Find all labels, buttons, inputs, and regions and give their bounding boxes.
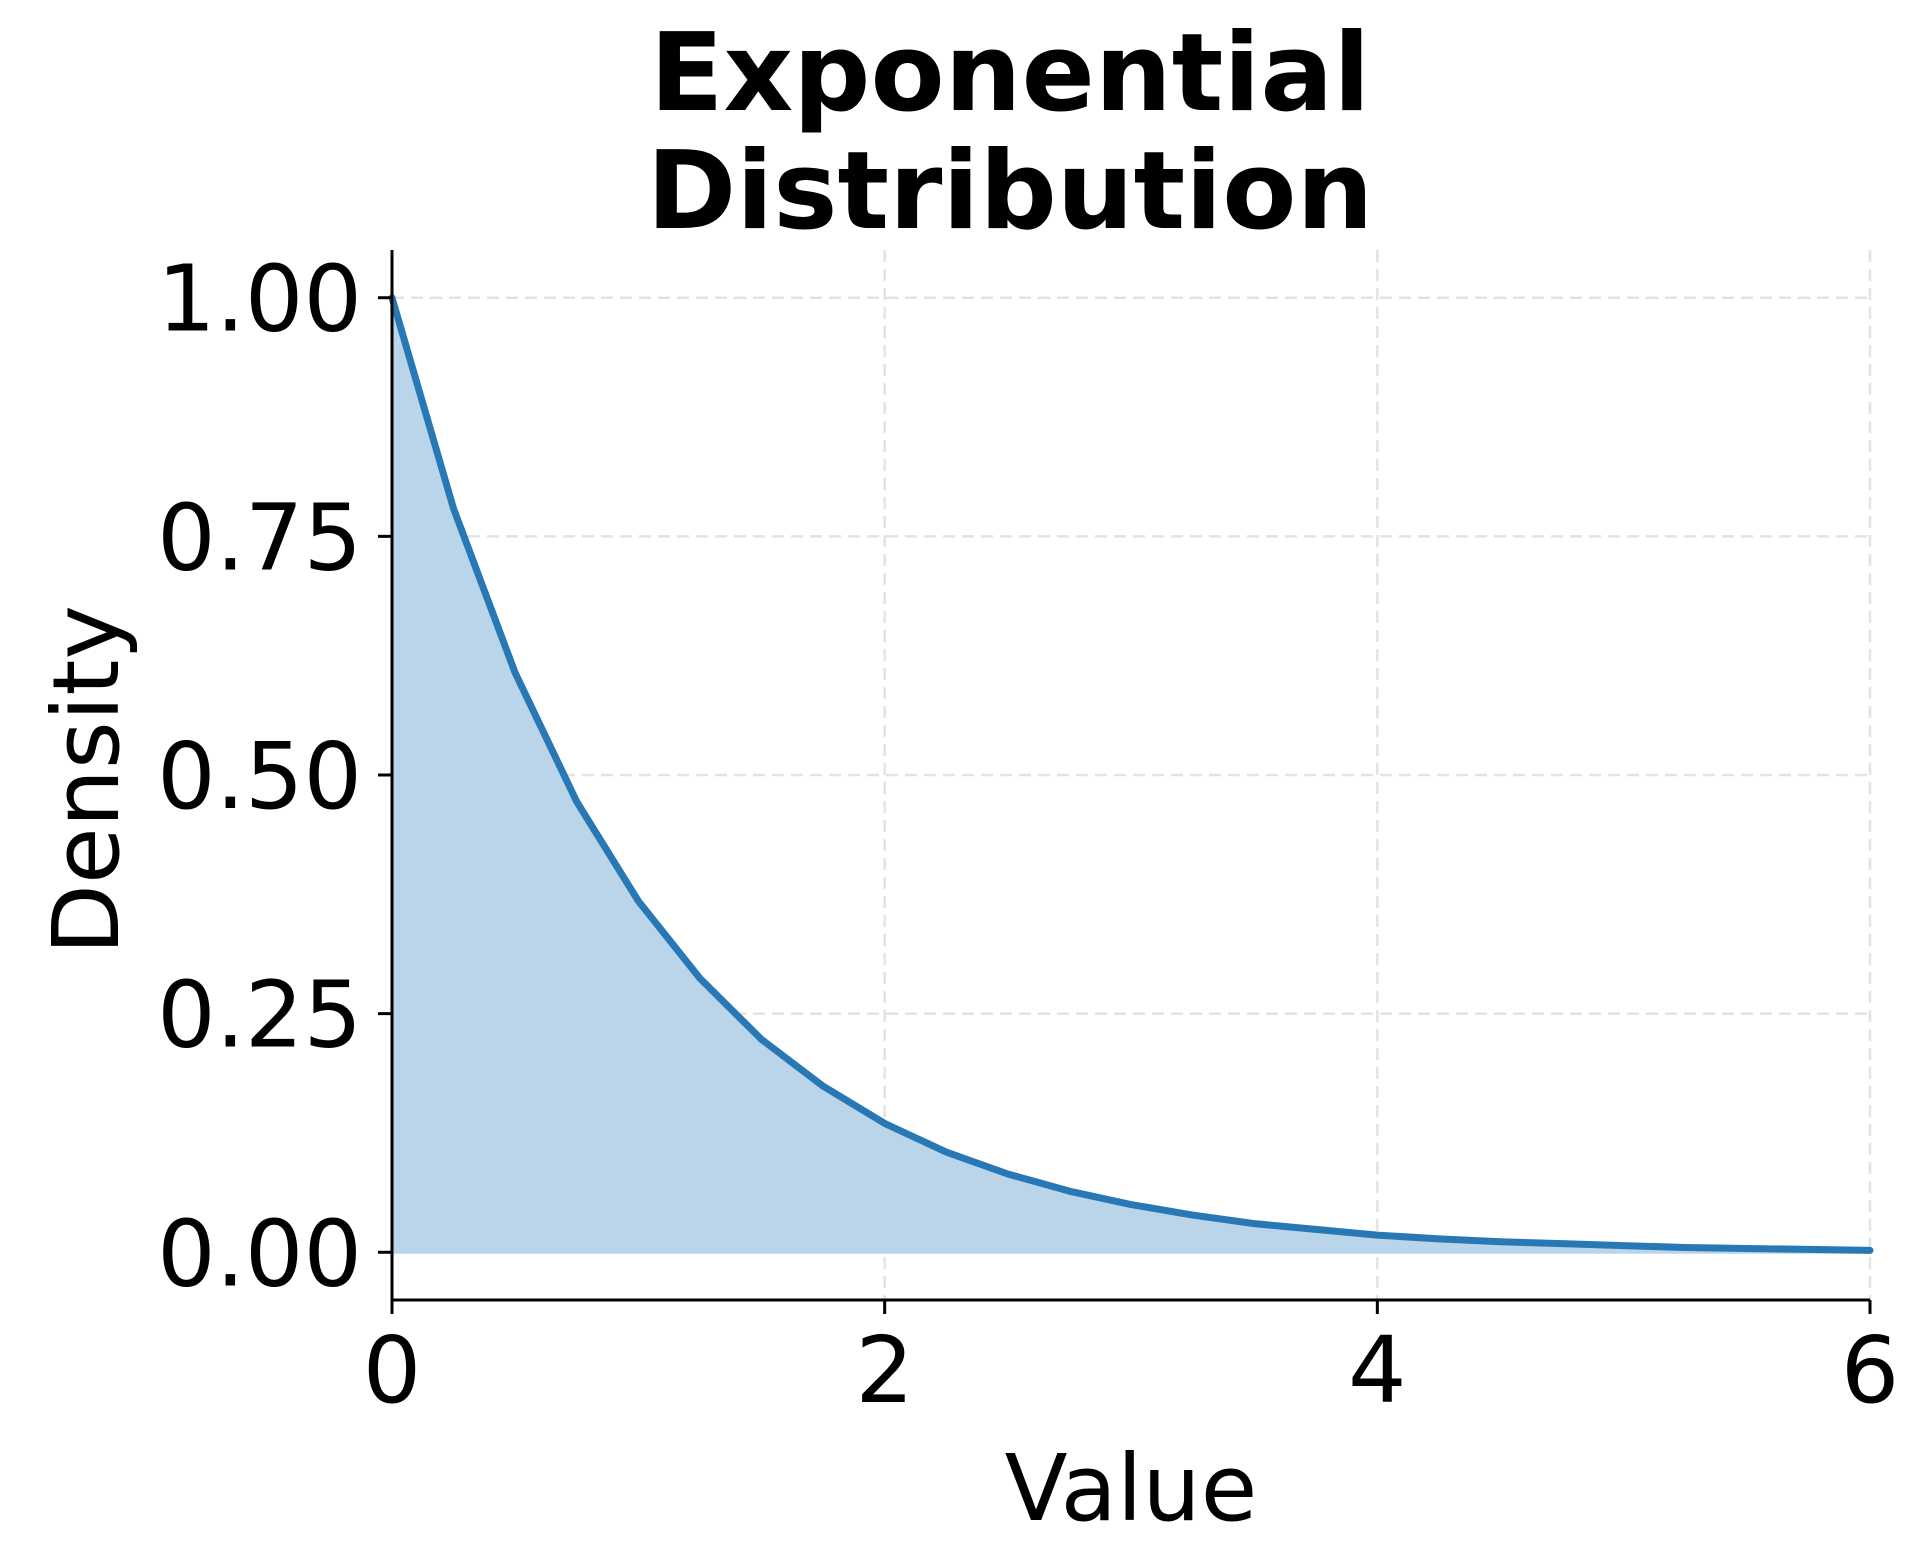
y-tick-label-0: 0.00 (157, 1200, 362, 1307)
y-tick-label-1: 0.25 (157, 962, 362, 1069)
y-axis-ticks: 0.00 0.25 0.50 0.75 1.00 (157, 246, 392, 1307)
x-axis-label: Value (1005, 1435, 1258, 1542)
chart-title-line-2: Distribution (647, 129, 1374, 254)
y-axis-label: Density (33, 605, 140, 955)
plot-area (388, 294, 1874, 1254)
x-tick-label-0: 0 (363, 1317, 422, 1424)
density-line (388, 294, 1874, 1254)
y-tick-label-4: 1.00 (157, 246, 362, 353)
y-tick-label-2: 0.50 (157, 723, 362, 830)
chart-title-line-1: Exponential (650, 11, 1371, 136)
x-tick-label-2: 4 (1348, 1317, 1407, 1424)
x-tick-label-1: 2 (855, 1317, 914, 1424)
x-axis-ticks: 0 2 4 6 (363, 1300, 1900, 1424)
density-area-fill (392, 297, 1870, 1253)
y-tick-label-3: 0.75 (157, 484, 362, 591)
x-tick-label-3: 6 (1841, 1317, 1900, 1424)
chart-title: Exponential Distribution (647, 11, 1374, 254)
